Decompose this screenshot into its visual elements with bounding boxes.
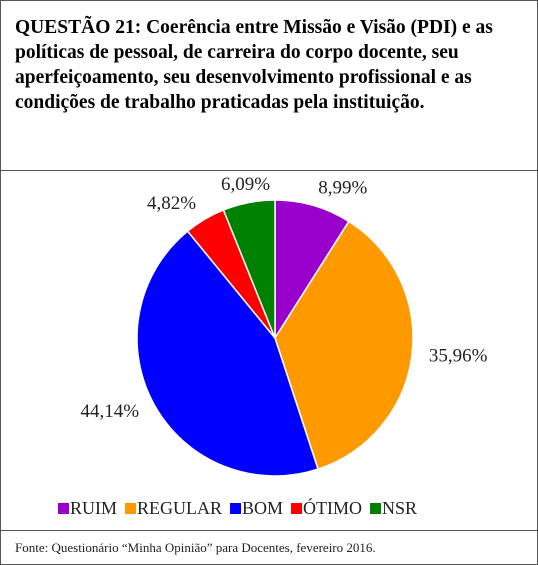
legend-swatch — [370, 503, 382, 514]
data-label: 4,82% — [147, 193, 196, 214]
data-label: 6,09% — [221, 174, 270, 195]
pie-slice — [274, 220, 414, 471]
legend-label: NSR — [382, 498, 417, 518]
legend-swatch — [125, 503, 137, 514]
data-label: 35,96% — [429, 345, 488, 366]
data-label: 8,99% — [318, 178, 367, 199]
pie-slice — [136, 230, 320, 477]
legend-label: BOM — [242, 498, 283, 518]
source-note: Fonte: Questionário “Minha Opinião” para… — [1, 530, 537, 564]
legend-label: REGULAR — [137, 498, 222, 518]
legend-swatch — [291, 503, 303, 514]
legend-label: RUIM — [70, 498, 117, 518]
pie-slice — [222, 199, 276, 339]
legend-label: ÓTIMO — [303, 497, 362, 518]
legend-swatch — [230, 503, 242, 514]
data-label: 44,14% — [81, 401, 140, 422]
chart: 8,99% 35,96% 44,14% 4,82% 6,09% RUIM REGULAR BO… — [58, 174, 488, 518]
chart-title: QUESTÃO 21: Coerência entre Missão e Vis… — [1, 1, 537, 171]
legend-swatch — [58, 503, 69, 514]
